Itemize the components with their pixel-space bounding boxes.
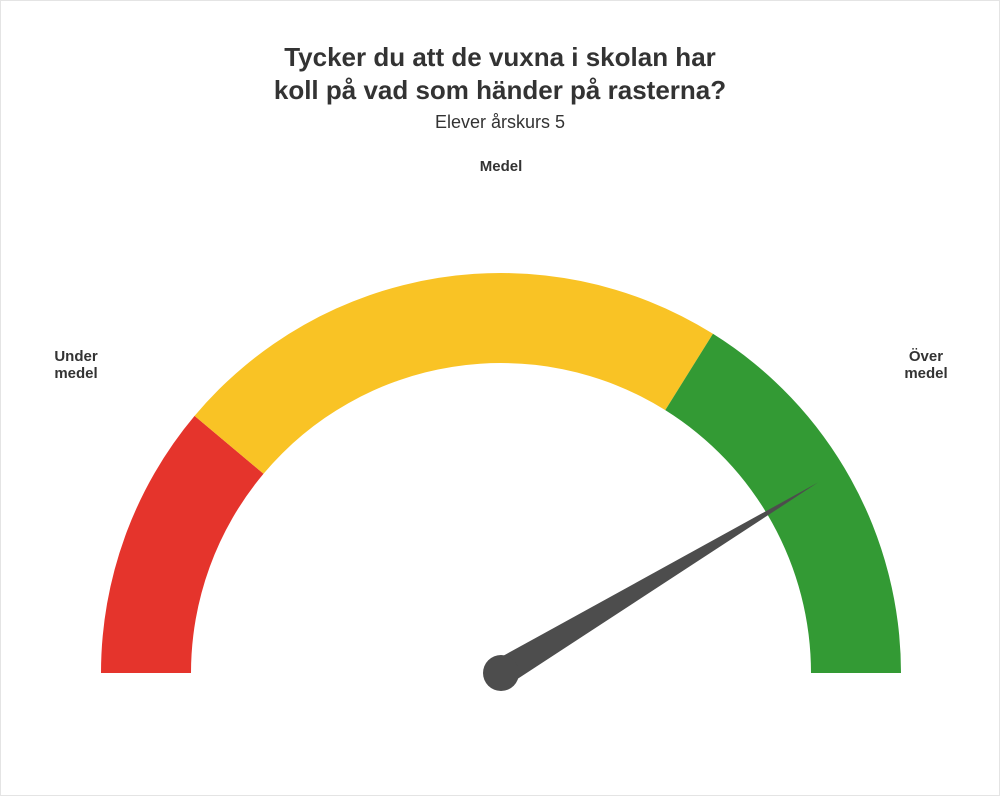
chart-title: Tycker du att de vuxna i skolan har koll…: [1, 41, 999, 106]
chart-subtitle: Elever årskurs 5: [1, 112, 999, 133]
gauge-svg: [1, 133, 1000, 693]
title-line-2: koll på vad som händer på rasterna?: [274, 75, 726, 105]
gauge-pivot: [483, 655, 519, 691]
gauge-segment-label: Under medel: [26, 348, 126, 383]
title-line-1: Tycker du att de vuxna i skolan har: [284, 42, 716, 72]
gauge-segment: [101, 416, 264, 673]
gauge-chart: Under medel Medel Över medel: [1, 133, 1000, 693]
gauge-needle: [494, 482, 818, 685]
gauge-segment-label: Över medel: [876, 348, 976, 383]
gauge-segment-label: Medel: [451, 158, 551, 175]
gauge-card: Tycker du att de vuxna i skolan har koll…: [0, 0, 1000, 796]
gauge-segment: [195, 273, 713, 474]
